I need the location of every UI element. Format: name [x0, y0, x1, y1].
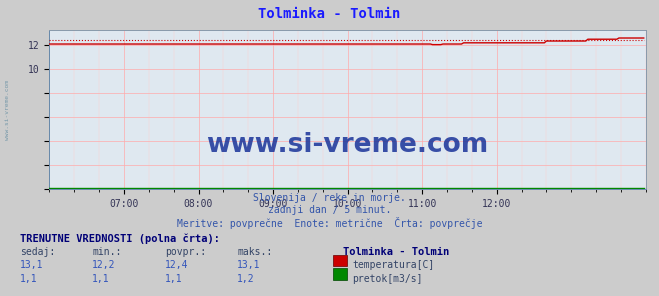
Text: www.si-vreme.com: www.si-vreme.com [206, 132, 489, 158]
Text: www.si-vreme.com: www.si-vreme.com [5, 80, 11, 139]
Text: maks.:: maks.: [237, 247, 272, 257]
Text: 1,2: 1,2 [237, 274, 255, 284]
Text: temperatura[C]: temperatura[C] [353, 260, 435, 271]
Text: 13,1: 13,1 [237, 260, 261, 271]
Text: sedaj:: sedaj: [20, 247, 55, 257]
Text: Slovenija / reke in morje.: Slovenija / reke in morje. [253, 193, 406, 203]
Text: pretok[m3/s]: pretok[m3/s] [353, 274, 423, 284]
Text: zadnji dan / 5 minut.: zadnji dan / 5 minut. [268, 205, 391, 215]
Text: 12,2: 12,2 [92, 260, 116, 271]
Text: Tolminka - Tolmin: Tolminka - Tolmin [343, 247, 449, 257]
Text: Meritve: povprečne  Enote: metrične  Črta: povprečje: Meritve: povprečne Enote: metrične Črta:… [177, 217, 482, 229]
Text: Tolminka - Tolmin: Tolminka - Tolmin [258, 7, 401, 21]
Text: 12,4: 12,4 [165, 260, 188, 271]
Text: 1,1: 1,1 [165, 274, 183, 284]
Text: 1,1: 1,1 [20, 274, 38, 284]
Text: TRENUTNE VREDNOSTI (polna črta):: TRENUTNE VREDNOSTI (polna črta): [20, 234, 219, 244]
Text: povpr.:: povpr.: [165, 247, 206, 257]
Text: 13,1: 13,1 [20, 260, 43, 271]
Text: min.:: min.: [92, 247, 122, 257]
Text: 1,1: 1,1 [92, 274, 110, 284]
